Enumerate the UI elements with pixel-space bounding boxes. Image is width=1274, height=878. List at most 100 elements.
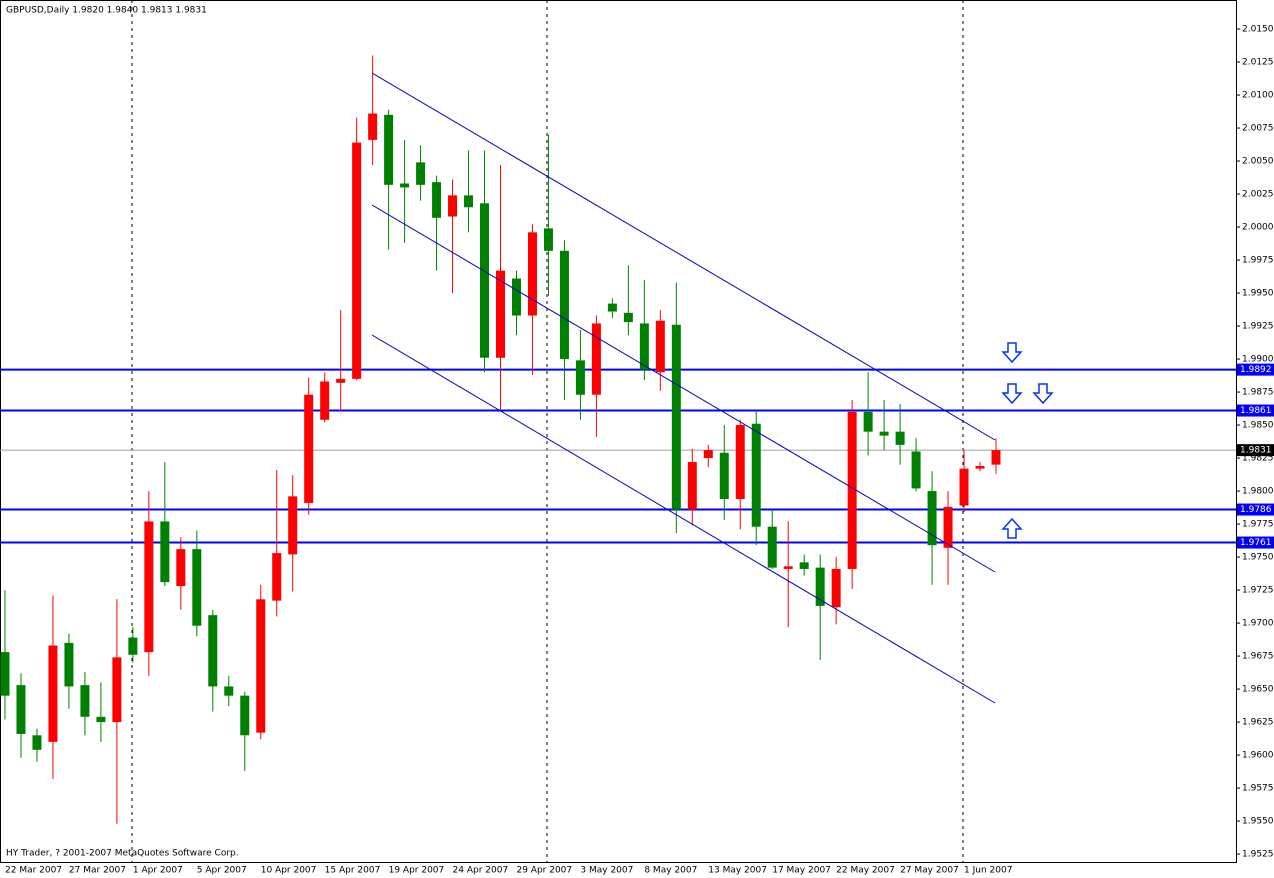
candle-body	[751, 423, 761, 527]
y-tick-label: 1.9925	[1242, 322, 1274, 332]
candle-body	[815, 567, 825, 606]
y-tick-label: 2.0025	[1242, 190, 1274, 200]
y-tick-label: 1.9775	[1242, 520, 1274, 530]
candle-body	[416, 162, 426, 185]
candle-body	[799, 562, 809, 569]
candle-body	[32, 735, 42, 750]
last-price-box	[1237, 444, 1274, 457]
candle-body	[703, 450, 713, 459]
arrows	[1001, 342, 1054, 539]
y-tick-label: 1.9950	[1242, 289, 1274, 299]
candle-body	[895, 431, 905, 445]
y-tick-label: 1.9975	[1242, 256, 1274, 266]
y-tick-label: 1.9625	[1242, 718, 1274, 728]
candle-body	[64, 642, 74, 687]
candle-body	[224, 686, 234, 696]
candle-body	[368, 113, 378, 140]
trend-line	[371, 334, 996, 704]
candle-body	[400, 183, 410, 188]
level-label: 1.9786	[1240, 505, 1272, 515]
candle-body	[160, 521, 170, 583]
y-tick-label: 1.9700	[1242, 619, 1274, 629]
candle-body	[96, 716, 106, 723]
x-tick-label: 17 May 2007	[772, 866, 831, 876]
levels: 1.9892 1.9861 1.9786 1.9761 1.9831	[0, 363, 1274, 549]
candle-body	[735, 425, 745, 499]
candle-body	[543, 228, 553, 251]
candle-body	[687, 462, 697, 510]
candle-body	[16, 685, 26, 734]
candle-body	[80, 685, 90, 717]
candle-body	[432, 182, 442, 218]
candle-body	[863, 411, 873, 432]
y-tick-label: 2.0075	[1242, 124, 1274, 134]
down-arrow	[1001, 342, 1023, 364]
up-arrow	[1001, 517, 1023, 539]
candles	[0, 55, 1001, 824]
y-tick-label: 1.9600	[1242, 751, 1274, 761]
x-tick-label: 27 Mar 2007	[69, 866, 126, 876]
x-tick-label: 13 May 2007	[708, 866, 767, 876]
candle-body	[927, 491, 937, 546]
candle-body	[943, 506, 953, 548]
candle-body	[975, 465, 985, 469]
x-tick-label: 5 Apr 2007	[197, 866, 247, 876]
candle-body	[192, 549, 202, 626]
candle-body	[288, 496, 298, 555]
y-tick-label: 1.9800	[1242, 487, 1274, 497]
candle-body	[831, 568, 841, 608]
x-tick-label: 22 Mar 2007	[5, 866, 62, 876]
candle-body	[527, 232, 537, 316]
channel	[371, 72, 996, 704]
candle-body	[256, 599, 266, 733]
candle-body	[767, 526, 777, 568]
x-tick-label: 22 May 2007	[836, 866, 895, 876]
chart-title: GBPUSD,Daily 1.9820 1.9840 1.9813 1.9831	[6, 6, 207, 16]
candle-body	[336, 378, 346, 383]
level-label: 1.9861	[1240, 406, 1272, 416]
candle-body	[591, 323, 601, 395]
last-price-label: 1.9831	[1240, 446, 1272, 456]
y-tick-label: 2.0050	[1242, 157, 1274, 167]
candle-body	[575, 360, 585, 395]
level-label-box	[1237, 404, 1274, 417]
candle-body	[464, 195, 474, 208]
candle-body	[607, 303, 617, 312]
candle-body	[480, 203, 490, 358]
y-tick-label: 1.9750	[1242, 553, 1274, 563]
candle-body	[496, 270, 505, 358]
candle-body	[559, 250, 569, 360]
candle-body	[272, 553, 282, 601]
x-tick-label: 8 May 2007	[644, 866, 697, 876]
y-tick-label: 2.0125	[1242, 58, 1274, 68]
candle-body	[847, 411, 857, 569]
x-tick-label: 19 Apr 2007	[389, 866, 445, 876]
trend-line	[371, 204, 996, 573]
candle-body	[352, 142, 362, 379]
y-tick-label: 1.9900	[1242, 355, 1274, 365]
candle-body	[639, 323, 649, 370]
footer: HY Trader, ? 2001-2007 MetaQuotes Softwa…	[6, 849, 239, 859]
candle-body	[991, 450, 1001, 465]
y-tick-label: 1.9550	[1242, 817, 1274, 827]
candle-body	[128, 637, 138, 655]
y-tick-label: 1.9675	[1242, 652, 1274, 662]
candle-body	[0, 652, 10, 696]
candle-body	[719, 452, 729, 499]
x-tick-label: 10 Apr 2007	[261, 866, 317, 876]
level-label-box	[1237, 536, 1274, 549]
x-tick-label: 24 Apr 2007	[453, 866, 509, 876]
level-label: 1.9892	[1240, 365, 1272, 375]
candle-body	[304, 394, 314, 503]
level-label-box	[1237, 363, 1274, 376]
candle-body	[959, 468, 969, 506]
candle-body	[448, 195, 458, 217]
candle-body	[783, 566, 793, 569]
candle-body	[879, 431, 889, 436]
candle-body	[623, 312, 633, 323]
y-tick-label: 2.0100	[1242, 91, 1274, 101]
y-tick-label: 1.9575	[1242, 784, 1274, 794]
candle-body	[911, 451, 921, 489]
candle-body	[208, 615, 218, 687]
